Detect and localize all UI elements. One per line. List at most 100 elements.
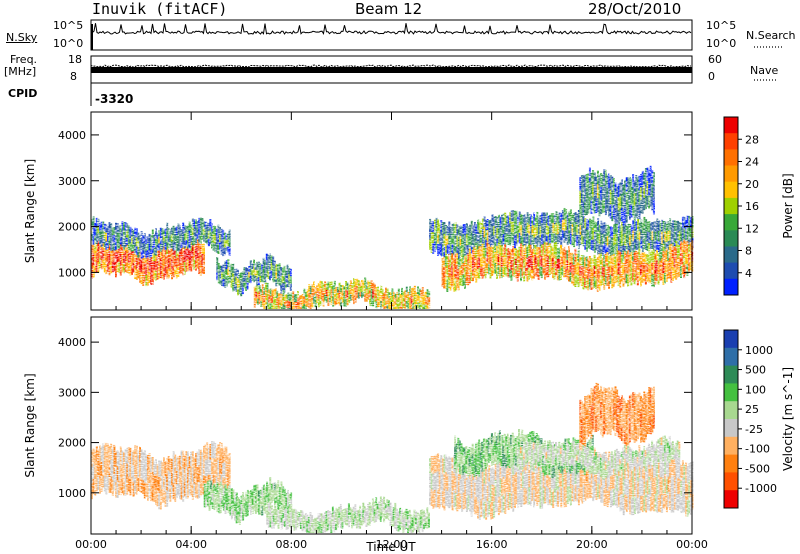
scatter-cell (273, 267, 276, 275)
scatter-cell (481, 267, 484, 279)
scatter-cell (681, 264, 684, 275)
scatter-cell (576, 264, 578, 275)
scatter-cell (631, 450, 634, 457)
scatter-cell (469, 495, 472, 512)
scatter-cell (628, 263, 631, 273)
scatter-cell (592, 216, 595, 228)
scatter-cell (614, 419, 617, 436)
scatter-cell (145, 236, 148, 244)
scatter-cell (430, 489, 433, 506)
scatter-cell (140, 272, 143, 285)
nsky-tick-bottom-right: 10^0 (706, 37, 737, 50)
scatter-cell (552, 247, 554, 258)
scatter-cell (222, 247, 225, 257)
scatter-cell (582, 460, 585, 469)
scatter-cell (183, 455, 186, 469)
scatter-cell (489, 485, 492, 503)
scatter-cell (541, 490, 544, 509)
scatter-cell (455, 453, 458, 463)
scatter-cell (254, 484, 257, 495)
scatter-cell (215, 228, 218, 237)
scatter-cell (353, 295, 355, 305)
scatter-cell (196, 247, 199, 258)
scatter-cell (354, 278, 357, 287)
scatter-cell (560, 268, 562, 280)
scatter-cell (611, 176, 614, 192)
scatter-cell (523, 270, 526, 282)
scatter-cell (551, 441, 554, 450)
scatter-cell (606, 387, 609, 404)
scatter-cell (659, 270, 662, 281)
scatter-cell (405, 515, 408, 523)
scatter-cell (269, 487, 272, 499)
scatter-cell (121, 229, 124, 239)
scatter-cell (147, 263, 149, 275)
scatter-cell (580, 401, 583, 417)
scatter-cell (620, 272, 623, 282)
scatter-cell (264, 259, 267, 268)
scatter-cell (341, 285, 344, 291)
scatter-cell (544, 242, 546, 255)
scatter-cell (520, 256, 522, 269)
scatter-cell (550, 264, 553, 274)
scatter-cell (646, 221, 649, 232)
scatter-cell (99, 230, 101, 238)
scatter-cell (211, 240, 213, 249)
scatter-cell (449, 248, 452, 260)
scatter-cell (97, 463, 100, 477)
scatter-cell (627, 190, 630, 203)
scatter-cell (227, 246, 229, 253)
scatter-cell (598, 174, 601, 189)
scatter-cell (596, 184, 599, 198)
scatter-cell (572, 458, 575, 467)
scatter-cell (203, 499, 206, 508)
scatter-cell (126, 447, 129, 464)
scatter-cell (512, 265, 514, 276)
scatter-cell (685, 462, 688, 481)
scatter-cell (498, 451, 501, 462)
scatter-cell (672, 258, 674, 270)
scatter-cell (584, 277, 586, 288)
scatter-cell (469, 479, 472, 496)
scatter-cell (287, 506, 290, 515)
scatter-cell (574, 466, 577, 484)
scatter-cell (489, 219, 492, 230)
scatter-cell (460, 454, 463, 465)
scatter-cell (518, 211, 521, 223)
scatter-cell (638, 445, 641, 453)
scatter-cell (167, 241, 170, 249)
scatter-cell (587, 394, 590, 409)
scatter-cell (611, 248, 614, 260)
scatter-cell (386, 288, 389, 297)
scatter-cell (333, 517, 336, 525)
scatter-cell (212, 474, 215, 491)
scatter-cell (401, 302, 403, 309)
scatter-cell (668, 256, 671, 268)
scatter-cell (616, 186, 619, 200)
scatter-cell (216, 272, 219, 281)
scatter-cell (688, 463, 691, 480)
scatter-cell (582, 484, 585, 502)
scatter-cell (227, 485, 230, 495)
scatter-cell (403, 510, 406, 518)
scatter-cell (532, 268, 535, 279)
scatter-cell (595, 484, 598, 501)
scatter-cell (640, 253, 642, 265)
scatter-cell (548, 448, 551, 457)
scatter-cell (588, 256, 591, 268)
scatter-cell (539, 226, 542, 238)
scatter-cell (520, 235, 523, 247)
scatter-cell (612, 390, 615, 404)
scatter-cell (123, 263, 125, 274)
scatter-cell (603, 169, 606, 184)
scatter-cell (135, 228, 138, 238)
scatter-cell (341, 296, 344, 303)
scatter-cell (489, 444, 492, 453)
scatter-cell (161, 475, 164, 490)
scatter-cell (542, 244, 545, 255)
scatter-cell (598, 224, 601, 235)
scatter-cell (654, 458, 657, 477)
scatter-cell (213, 492, 216, 502)
scatter-cell (148, 250, 151, 259)
scatter-cell (311, 515, 314, 523)
